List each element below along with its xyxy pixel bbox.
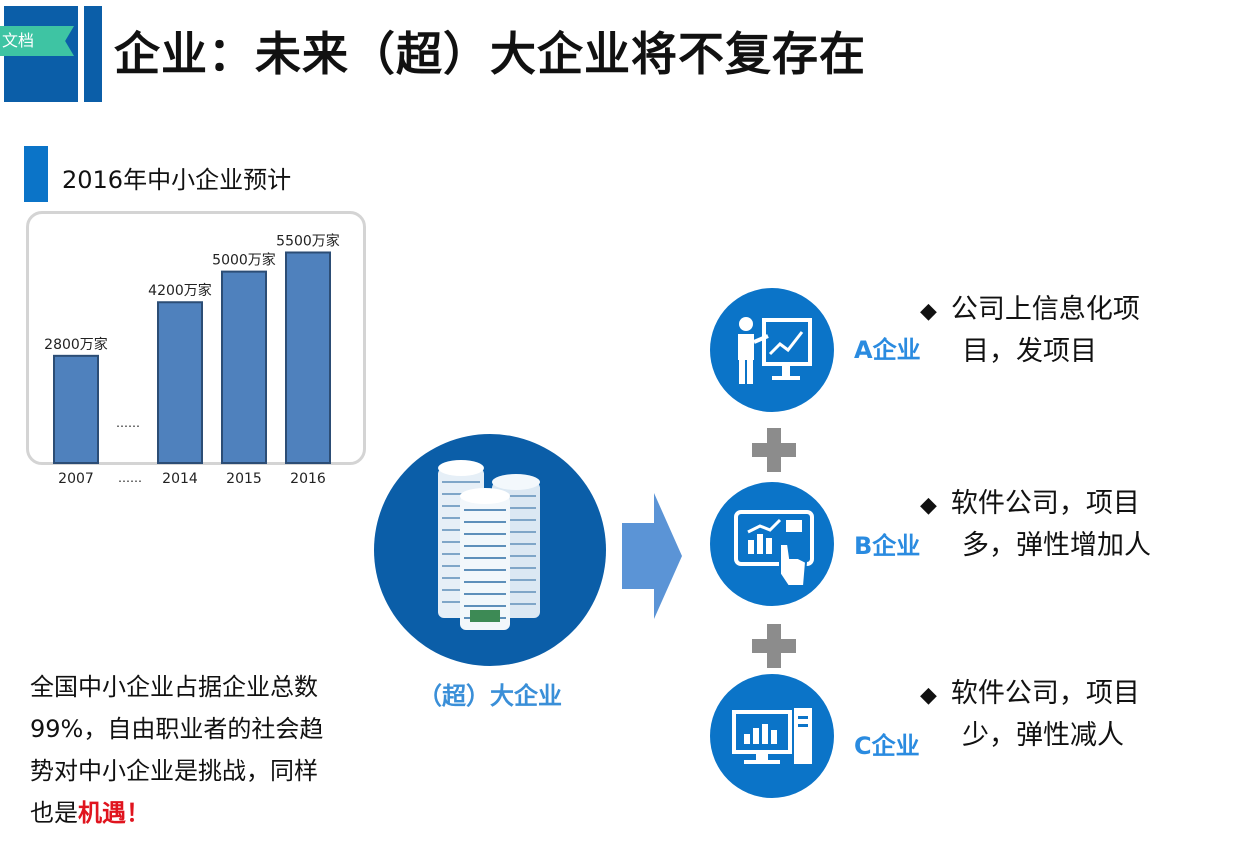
- tablet-touch-icon: [734, 510, 814, 587]
- company-a-desc-line: 公司上信息化项: [950, 294, 1140, 325]
- bar-chart: 2800万家 2007 4200万家 2014 5000万家 2015 5500万家 2016…: [44, 232, 340, 487]
- description-line: 99%，自由职业者的社会趋: [30, 715, 324, 743]
- company-b-label: B企业: [854, 532, 921, 560]
- gap-indicator-bars: ……: [116, 416, 140, 430]
- description-line: 全国中小企业占据企业总数: [30, 673, 318, 701]
- description-text: 全国中小企业占据企业总数 99%，自由职业者的社会趋 势对中小企业是挑战，同样 …: [30, 666, 375, 834]
- gap-indicator-axis: ……: [118, 471, 142, 485]
- large-enterprise-label: （超）大企业: [418, 682, 562, 710]
- company-a-desc-line: 目，发项目: [962, 336, 1097, 367]
- buildings-icon: [438, 460, 540, 630]
- section-marker: [24, 146, 48, 202]
- bar-2016: [285, 251, 331, 464]
- company-c-description: ◆ 软件公司，项目 少，弹性减人: [920, 674, 1160, 756]
- data-label-2016: 5500万家: [276, 232, 340, 249]
- presentation-icon: [738, 317, 812, 384]
- company-c-label: C企业: [854, 732, 920, 760]
- data-label-2007: 2800万家: [44, 336, 108, 353]
- company-a-description: ◆ 公司上信息化项 目，发项目: [920, 290, 1160, 372]
- description-prefix: 也是: [30, 799, 78, 827]
- bar-2007: [53, 354, 99, 465]
- company-b-description: ◆ 软件公司，项目 多，弹性增加人: [920, 484, 1160, 566]
- diamond-bullet-icon: ◆: [920, 493, 937, 518]
- bar-2015: [221, 270, 267, 464]
- desktop-computer-icon: [732, 708, 812, 764]
- company-a-circle: [710, 288, 834, 412]
- diamond-bullet-icon: ◆: [920, 683, 937, 708]
- company-c-desc-line: 软件公司，项目: [950, 678, 1140, 709]
- data-label-2014: 4200万家: [148, 282, 212, 299]
- company-c-circle: [710, 674, 834, 798]
- description-line: 也是机遇！: [30, 792, 375, 834]
- plus-icon: [752, 428, 796, 472]
- doc-ribbon: 文档: [0, 26, 74, 56]
- arrow-right-icon: [622, 493, 682, 619]
- tick-label-2016: 2016: [290, 471, 326, 487]
- company-b-circle: [710, 482, 834, 606]
- tick-label-2014: 2014: [162, 471, 198, 487]
- company-c-desc-line: 少，弹性减人: [962, 720, 1124, 751]
- large-enterprise-circle: [374, 434, 606, 666]
- header-bar: [84, 6, 102, 102]
- plus-icon: [752, 624, 796, 668]
- bar-2014: [157, 301, 203, 464]
- opportunity-highlight: 机遇！: [78, 799, 150, 827]
- tick-label-2007: 2007: [58, 471, 94, 487]
- tick-label-2015: 2015: [226, 471, 262, 487]
- company-a-label: A企业: [854, 336, 921, 364]
- company-b-desc-line: 多，弹性增加人: [962, 530, 1151, 561]
- company-b-desc-line: 软件公司，项目: [950, 488, 1140, 519]
- chart-section-title: 2016年中小企业预计: [62, 166, 292, 194]
- description-line: 势对中小企业是挑战，同样: [30, 757, 318, 785]
- data-label-2015: 5000万家: [212, 252, 276, 269]
- page-title: 企业：未来（超）大企业将不复存在: [114, 27, 866, 81]
- diamond-bullet-icon: ◆: [920, 299, 937, 324]
